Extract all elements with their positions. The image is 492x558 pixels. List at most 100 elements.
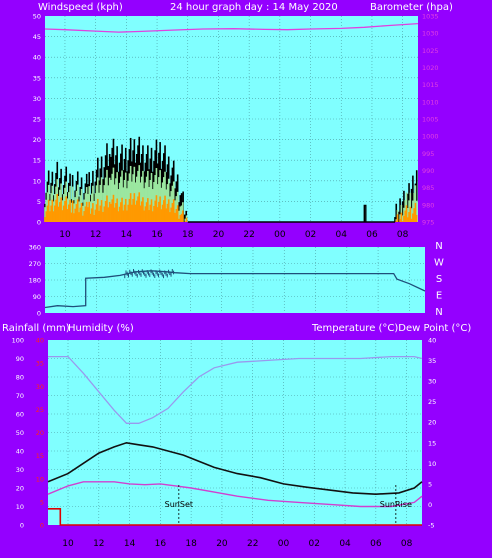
direction-y-tick-label: 180 [29,277,41,285]
temperature-x-tick-label: 08 [401,539,413,549]
barometer-label: Barometer (hpa) [370,2,453,13]
barometer-y-tick-label: 1020 [422,64,439,72]
wind-x-tick-label: 18 [182,230,194,240]
barometer-y-tick-label: 1005 [422,116,439,124]
temperature-y-tick-label: 10 [428,460,436,468]
wind-y-tick-label: 45 [33,33,41,41]
temperature-x-tick-label: 00 [278,539,290,549]
barometer-y-tick-label: 1015 [422,81,439,89]
compass-label: W [434,258,444,269]
wind-y-tick-label: 50 [33,13,41,21]
barometer-y-tick-label: 1000 [422,133,439,141]
wind-direction-line [44,270,426,309]
direction-series [44,269,426,309]
humidity-line [48,355,423,424]
wind-y-tick-label: 40 [33,54,41,62]
barometer-y-tick-label: 1030 [422,30,439,38]
temperature-x-tick-label: 06 [370,539,382,549]
barometer-y-tick-label: 1025 [422,47,439,55]
humidity-label: Humidity (%) [68,323,134,334]
rainfall-y-tick-label: 20 [36,429,44,437]
barometer-line [44,22,419,33]
temperature-panel: SunSet SunRise 01020304050607080901000510… [12,337,437,550]
wind-x-tick-label: 08 [397,230,409,240]
wind-axis-labels: 0510152025303540455097598098599099510001… [33,13,439,241]
compass-label: N [435,241,442,252]
direction-y-tick-label: 90 [33,293,41,301]
wind-average-bars [44,192,418,222]
wind-x-tick-label: 20 [213,230,225,240]
temperature-x-tick-label: 14 [124,539,136,549]
barometer-y-tick-label: 990 [422,167,434,175]
wind-direction-jitter [124,269,175,279]
humidity-y-tick-label: 50 [16,429,24,437]
wind-x-tick-label: 22 [243,230,254,240]
barometer-y-tick-label: 995 [422,150,434,158]
wind-y-tick-label: 0 [37,219,41,227]
compass-label: S [436,274,442,285]
humidity-y-tick-label: 30 [16,466,24,474]
wind-x-tick-label: 14 [121,230,133,240]
humidity-y-tick-label: 60 [16,411,24,419]
wind-y-tick-label: 35 [33,74,41,82]
temperature-x-tick-label: 02 [309,539,320,549]
temperature-series: SunSet SunRise [47,355,423,526]
rainfall-y-tick-label: 25 [36,406,44,414]
temperature-y-tick-label: 20 [428,419,436,427]
temperature-y-tick-label: 15 [428,439,436,447]
rainfall-y-tick-label: 5 [40,498,44,506]
barometer-y-tick-label: 980 [422,201,434,209]
humidity-y-tick-label: 10 [16,503,24,511]
wind-y-tick-label: 25 [33,116,41,124]
wind-grid [45,16,418,222]
wind-x-tick-label: 06 [366,230,378,240]
barometer-y-tick-label: 1035 [422,13,439,21]
wind-x-tick-label: 12 [90,230,101,240]
windspeed-label: Windspeed (kph) [38,2,123,13]
rainfall-line [48,507,422,526]
barometer-y-tick-label: 1010 [422,98,439,106]
temperature-y-tick-label: 35 [428,357,436,365]
direction-grid [45,247,425,313]
wind-y-tick-label: 30 [33,95,41,103]
wind-x-tick-label: 04 [336,230,348,240]
sunrise-label: SunRise [380,500,412,509]
temperature-x-tick-label: 16 [155,539,167,549]
humidity-y-tick-label: 0 [20,522,24,530]
temperature-y-tick-label: 25 [428,398,436,406]
humidity-y-tick-label: 100 [12,337,24,345]
rainfall-y-tick-label: 40 [36,337,44,345]
compass-label: E [436,291,442,302]
temperature-line [47,441,423,496]
chart-title: 24 hour graph day : 14 May 2020 [170,2,338,13]
humidity-y-tick-label: 20 [16,485,24,493]
rainfall-y-tick-label: 10 [36,475,44,483]
temperature-grid [48,340,422,525]
rainfall-y-tick-label: 35 [36,360,44,368]
temperature-x-tick-label: 18 [185,539,197,549]
temperature-y-tick-label: 5 [428,480,432,488]
direction-y-tick-label: 0 [37,310,41,318]
dewpoint-line [47,481,423,508]
compass-label: N [435,307,442,318]
wind-x-tick-label: 16 [151,230,163,240]
wind-x-tick-label: 02 [305,230,316,240]
wind-x-tick-label: 00 [274,230,286,240]
rainfall-y-tick-label: 30 [36,383,44,391]
temperature-x-tick-label: 22 [247,539,258,549]
humidity-y-tick-label: 80 [16,374,24,382]
temperature-y-tick-label: 0 [428,501,432,509]
wind-x-tick-label: 10 [59,230,71,240]
rainfall-y-tick-label: 15 [36,452,44,460]
temperature-axis-labels: 01020304050607080901000510152025303540-5… [12,337,437,550]
wind-spike-line [363,204,367,222]
humidity-y-tick-label: 40 [16,448,24,456]
barometer-y-tick-label: 985 [422,184,434,192]
temperature-x-tick-label: 12 [93,539,104,549]
wind-y-tick-label: 15 [33,157,41,165]
temperature-y-tick-label: -5 [428,522,434,530]
wind-y-tick-label: 5 [37,198,41,206]
